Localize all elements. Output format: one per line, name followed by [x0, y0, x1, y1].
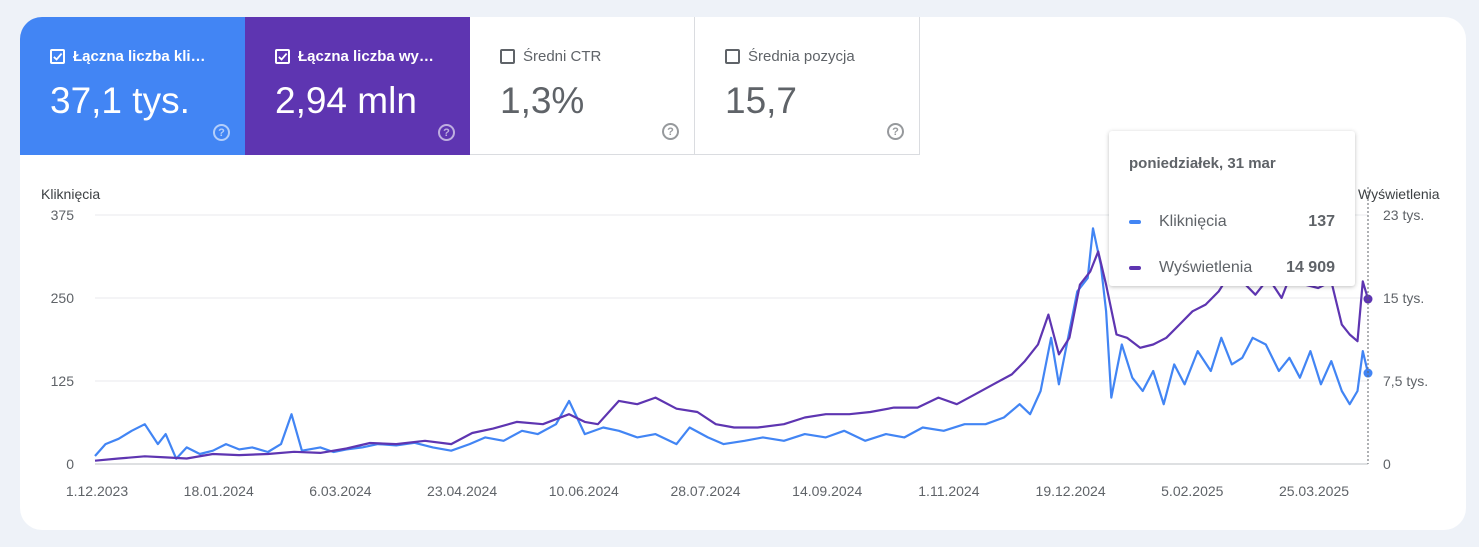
help-icon[interactable]: ?: [438, 124, 455, 141]
position-card-value: 15,7: [725, 80, 798, 121]
help-icon[interactable]: ?: [887, 123, 904, 140]
tooltip-row-clicks: Kliknięcia 137: [1129, 213, 1335, 231]
clicks-card-value: 37,1 tys.: [50, 80, 190, 121]
performance-panel: Łączna liczba kliknięć 37,1 tys. ? Łączn…: [20, 17, 1466, 530]
metric-card-ctr[interactable]: Średni CTR 1,3% ?: [470, 17, 695, 155]
y-right-tick-label: 15 tys.: [1383, 290, 1424, 306]
series-line-clicks: [94, 227, 1370, 460]
x-tick-label: 6.03.2024: [309, 483, 371, 499]
ctr-checkbox[interactable]: [500, 49, 515, 64]
right-axis-title: Wyświetlenia: [1358, 186, 1440, 202]
y-left-tick-label: 0: [66, 456, 74, 472]
tooltip-impressions-label: Wyświetlenia: [1159, 259, 1253, 276]
x-tick-label: 5.02.2025: [1161, 483, 1223, 499]
series-point: [1363, 368, 1373, 378]
left-axis-title: Kliknięcia: [41, 186, 101, 202]
x-tick-label: 25.03.2025: [1279, 483, 1349, 499]
y-left-tick-label: 375: [51, 207, 75, 223]
ctr-card-value: 1,3%: [500, 80, 585, 121]
y-right-tick-label: 7,5 tys.: [1383, 373, 1428, 389]
checkmark-icon: [278, 52, 288, 61]
tooltip-clicks-label: Kliknięcia: [1159, 213, 1227, 230]
chart-tooltip: poniedziałek, 31 mar Kliknięcia 137 Wyśw…: [1109, 131, 1355, 286]
y-left-tick-label: 125: [51, 373, 75, 389]
impressions-checkbox[interactable]: [275, 49, 290, 64]
help-icon[interactable]: ?: [213, 124, 230, 141]
y-right-tick-label: 23 tys.: [1383, 207, 1424, 223]
clicks-checkbox[interactable]: [50, 49, 65, 64]
x-tick-label: 1.11.2024: [918, 483, 979, 499]
y-left-tick-label: 250: [51, 290, 75, 306]
x-tick-label: 18.01.2024: [184, 483, 254, 499]
x-tick-label: 10.06.2024: [549, 483, 619, 499]
tooltip-impressions-value: 14 909: [1286, 259, 1335, 276]
metric-card-clicks[interactable]: Łączna liczba kliknięć 37,1 tys. ?: [20, 17, 245, 155]
x-tick-label: 14.09.2024: [792, 483, 862, 499]
metric-card-impressions[interactable]: Łączna liczba wyświetleń 2,94 mln ?: [245, 17, 470, 155]
x-tick-label: 28.07.2024: [670, 483, 740, 499]
impressions-card-value: 2,94 mln: [275, 80, 417, 121]
checkmark-icon: [53, 52, 63, 61]
position-checkbox[interactable]: [725, 49, 740, 64]
metric-card-position[interactable]: Średnia pozycja 15,7 ?: [695, 17, 920, 155]
tooltip-row-impressions: Wyświetlenia 14 909: [1129, 259, 1335, 277]
impressions-swatch: [1129, 266, 1141, 270]
tooltip-date: poniedziałek, 31 mar: [1129, 155, 1276, 172]
x-tick-label: 1.12.2023: [66, 483, 128, 499]
clicks-swatch: [1129, 220, 1141, 224]
tooltip-clicks-value: 137: [1308, 213, 1335, 230]
help-icon[interactable]: ?: [662, 123, 679, 140]
metric-cards: Łączna liczba kliknięć 37,1 tys. ? Łączn…: [20, 17, 920, 155]
x-tick-label: 23.04.2024: [427, 483, 497, 499]
y-right-tick-label: 0: [1383, 456, 1391, 472]
x-tick-label: 19.12.2024: [1036, 483, 1106, 499]
